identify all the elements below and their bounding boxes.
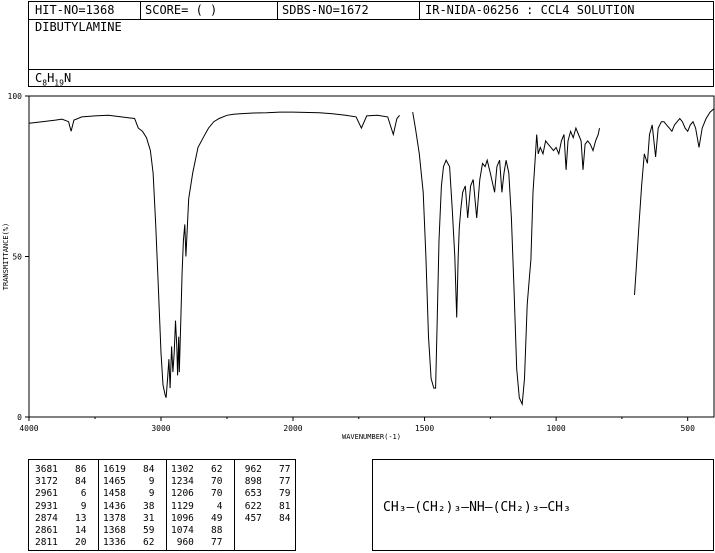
y-tick-label: 100	[8, 92, 23, 101]
peak-row: 1074 88	[171, 524, 223, 536]
peak-row: 1458 9	[103, 488, 155, 500]
formula-c: C	[35, 71, 43, 85]
peak-row: 2931 9	[35, 500, 87, 512]
peak-row: 3681 86	[35, 464, 87, 475]
peak-row: 2811 20	[35, 537, 87, 549]
header-divider	[419, 2, 420, 19]
peak-row: 2961 6	[35, 488, 87, 500]
plot-frame	[28, 95, 715, 418]
y-axis-label: TRANSMITTANCE(%)	[2, 223, 10, 290]
score: SCORE= ( )	[145, 3, 218, 17]
peak-row: 3172 84	[35, 476, 87, 488]
header-divider	[277, 2, 278, 19]
formula-c-count: 8	[42, 78, 48, 88]
y-tick-label: 50	[12, 253, 22, 262]
x-axis-label: WAVENUMBER(-1)	[342, 433, 401, 441]
peak-row: 2861 14	[35, 524, 87, 536]
peak-row: 1302 62	[171, 464, 223, 475]
formula-h-count: 19	[54, 78, 64, 88]
peak-row: 1234 70	[171, 476, 223, 488]
peak-row: 1336 62	[103, 537, 155, 549]
peak-row: 1096 49	[171, 512, 223, 524]
peak-row: 898 77	[239, 476, 291, 488]
peak-column: 1302 62 1234 70 1206 70 1129 4 1096 49 1074 8…	[171, 464, 222, 549]
peak-column: 3681 86 3172 84 2961 6 2931 9 2874 13 2861 14…	[35, 464, 86, 549]
spectrum-trace	[634, 108, 715, 296]
x-tick-label: 4000	[19, 424, 38, 433]
compound-name: DIBUTYLAMINE	[35, 20, 122, 34]
x-tick-label: 500	[680, 424, 695, 433]
structure-box: CH₃—(CH₂)₃—NH—(CH₂)₃—CH₃	[372, 459, 714, 551]
ir-spectrum-chart: 0 50 100 4000 3000 2000 1500 1000 500 WAVENUMBER(…	[2, 92, 715, 441]
peak-row: 653 79	[239, 488, 291, 500]
molecular-formula: C8H19N	[35, 71, 71, 87]
x-tick-label: 1000	[546, 424, 565, 433]
compound-box: DIBUTYLAMINE C8H19N	[28, 19, 714, 87]
x-tick-label: 1500	[415, 424, 434, 433]
ir-info: IR-NIDA-06256 : CCL4 SOLUTION	[425, 3, 635, 17]
peak-row: 457 84	[239, 512, 291, 524]
peak-row: 2874 13	[35, 512, 87, 524]
formula-h: H	[47, 71, 55, 85]
formula-n: N	[63, 71, 72, 85]
peak-table-divider	[166, 460, 167, 550]
hit-number: HIT-NO=1368	[35, 3, 115, 17]
x-tick-label: 2000	[283, 424, 302, 433]
y-tick-label: 0	[17, 413, 22, 422]
peak-column: 1619 84 1465 9 1458 9 1436 38 1378 31 1368 59…	[103, 464, 154, 549]
peak-row: 962 77	[239, 464, 291, 475]
header-divider	[140, 2, 141, 19]
compound-divider	[29, 69, 713, 70]
structure-formula: CH₃—(CH₂)₃—NH—(CH₂)₃—CH₃	[383, 500, 571, 515]
peak-row: 1436 38	[103, 500, 155, 512]
spectrum-trace	[28, 111, 400, 398]
peak-row: 1465 9	[103, 476, 155, 488]
sdbs-number: SDBS-NO=1672	[282, 3, 369, 17]
peak-table-divider	[234, 460, 235, 550]
peak-row: 1129 4	[171, 500, 223, 512]
peak-row: 1368 59	[103, 524, 155, 536]
spectrum-trace	[412, 112, 600, 407]
peak-row: 1619 84	[103, 464, 155, 475]
peak-row: 960 77	[171, 537, 223, 549]
peak-row: 1206 70	[171, 488, 223, 500]
peak-column: 962 77 898 77 653 79 622 81 457 84	[239, 464, 291, 525]
peak-row: 1378 31	[103, 512, 155, 524]
peak-table: 3681 86 3172 84 2961 6 2931 9 2874 13 2861 14…	[28, 459, 296, 551]
peak-table-divider	[98, 460, 99, 550]
peak-row: 622 81	[239, 500, 291, 512]
x-tick-label: 3000	[151, 424, 170, 433]
